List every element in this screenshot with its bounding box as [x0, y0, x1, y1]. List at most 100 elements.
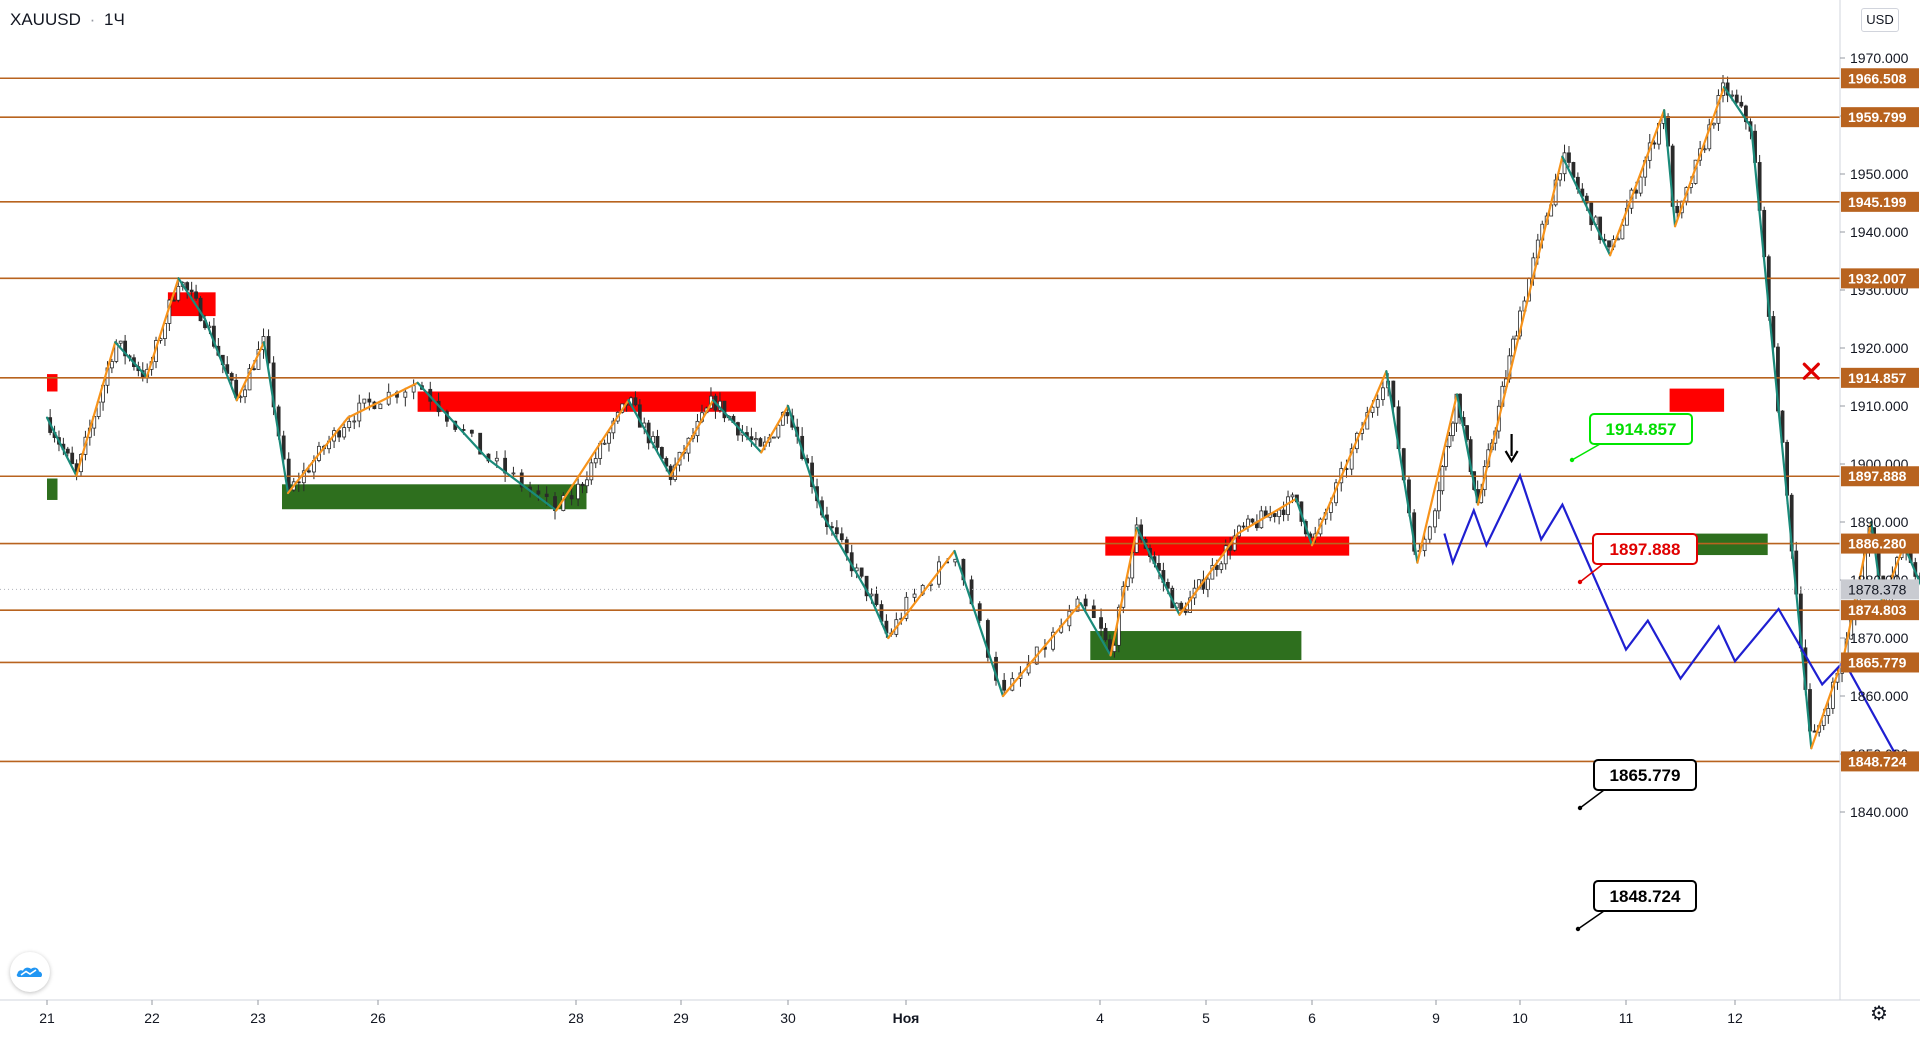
candle-body-154: [844, 539, 849, 554]
zigzag-segment-15: [711, 399, 763, 454]
candle-body-142: [785, 412, 790, 417]
candle-body-157: [859, 567, 864, 577]
zigzag-segment-25: [1135, 526, 1181, 616]
candle-body-259: [1422, 538, 1427, 552]
time-tick-label-4: 28: [568, 1010, 584, 1026]
gear-icon[interactable]: ⚙: [1870, 1003, 1888, 1025]
candle-body-190: [1099, 617, 1103, 629]
level-label-9: 1848.724: [1848, 753, 1907, 769]
level-label-3: 1932.007: [1848, 270, 1907, 286]
callout-label-2: 1865.779: [1610, 766, 1681, 785]
candle-body-140: [776, 424, 781, 438]
symbol-label[interactable]: XAUUSD: [10, 10, 81, 29]
currency-button[interactable]: USD: [1861, 8, 1899, 32]
candle-body-57: [306, 470, 311, 473]
time-tick-label-1: 22: [144, 1010, 160, 1026]
candle-body-74: [403, 391, 408, 398]
candle-body-99: [593, 458, 598, 464]
level-label-bg-5: [1841, 466, 1919, 487]
time-tick-label-6: 30: [780, 1010, 796, 1026]
candle-body-98: [589, 462, 594, 481]
zigzag-segment-3: [145, 277, 180, 379]
callout-pointer-0: [1571, 443, 1601, 461]
levels-layer: [0, 77, 1840, 763]
time-tick-label-10: 6: [1308, 1010, 1316, 1026]
candle-body-96: [580, 483, 585, 487]
candle-body-353: [1826, 708, 1831, 716]
current-price-label-bg: [1841, 579, 1919, 600]
zigzag-segment-34: [1561, 155, 1612, 257]
level-label-bg-6: [1841, 533, 1919, 554]
price-tick-label-11: 1950.000: [1850, 166, 1909, 182]
level-label-2: 1945.199: [1848, 194, 1907, 210]
time-tick-label-11: 9: [1432, 1010, 1440, 1026]
candle-body-82: [469, 429, 474, 434]
candle-body-326: [1702, 148, 1707, 151]
candle-body-350: [1812, 730, 1817, 733]
candle-body-153: [839, 533, 844, 541]
zigzag-segment-0: [45, 416, 78, 477]
candle-body-270: [1465, 425, 1469, 441]
candle-body-265: [1447, 435, 1452, 447]
zigzag-segment-16: [760, 404, 790, 454]
zigzag-segment-36: [1663, 109, 1677, 228]
candle-body-75: [411, 385, 416, 393]
candle-body-152: [834, 527, 839, 535]
candle-body-160: [874, 593, 879, 605]
candle-body-95: [576, 483, 580, 500]
candle-body-251: [1381, 387, 1385, 401]
callout-label-3: 1848.724: [1610, 887, 1681, 906]
current-price-label: 1878.378: [1848, 581, 1907, 597]
candle-body-44: [243, 389, 247, 398]
candle-body-222: [1241, 525, 1246, 528]
candle-body-139: [771, 436, 776, 439]
zigzag-segment-24: [1109, 526, 1139, 657]
tradingview-logo[interactable]: [10, 952, 50, 992]
zigzag-segment-20: [887, 549, 956, 640]
candle-body-262: [1436, 490, 1441, 512]
candle-body-91: [544, 493, 549, 497]
zigzag-segment-5: [203, 317, 238, 402]
time-axis[interactable]: 21 22 23 26 28 29 30 Ноя 4 5 6 9 10 11 12: [39, 1000, 1743, 1026]
zigzag-segment-22: [1001, 602, 1082, 698]
candle-body-49: [266, 336, 271, 364]
level-label-6: 1886.280: [1848, 536, 1907, 552]
candle-body-176: [985, 620, 990, 658]
zigzag-segment-9: [346, 381, 419, 419]
candle-body-328: [1711, 122, 1716, 126]
zigzag-segment-26: [1178, 532, 1239, 616]
candle-body-4: [65, 448, 70, 454]
candle-body-261: [1433, 510, 1437, 528]
time-tick-label-8: 4: [1096, 1010, 1104, 1026]
candle-body-53: [286, 458, 291, 491]
callout-pointer-3: [1577, 910, 1605, 930]
zigzag-segment-38: [1722, 85, 1753, 129]
zigzag-segment-2: [114, 341, 148, 379]
callout-box-1: [1592, 533, 1698, 565]
symbol-header: XAUUSD · 1Ч: [10, 10, 129, 30]
callouts-layer: 1914.857 1897.888 1865.779 1848.724: [1569, 413, 1698, 932]
zigzag-segment-44: [1902, 544, 1920, 586]
candle-body-191: [1103, 627, 1108, 641]
callout-box-2: [1593, 759, 1697, 791]
candle-body-335: [1744, 105, 1748, 123]
candle-body-231: [1281, 509, 1286, 516]
candle-body-230: [1277, 509, 1282, 518]
callout-anchor-2: [1577, 805, 1583, 811]
arrow-down-icon: [1504, 450, 1519, 464]
candle-body-245: [1349, 448, 1354, 470]
candle-body-128: [722, 400, 727, 419]
level-label-bg-4: [1841, 367, 1919, 388]
candle-body-354: [1830, 681, 1835, 709]
candle-body-83: [478, 432, 483, 455]
candle-body-260: [1427, 526, 1432, 540]
interval-label[interactable]: 1Ч: [104, 10, 125, 29]
supply-zone-0: [47, 374, 58, 392]
callout-label-0: 1914.857: [1606, 420, 1677, 439]
zigzag-segment-18: [822, 515, 872, 599]
cloud-icon: [16, 967, 43, 977]
zigzag-segment-35: [1608, 109, 1666, 257]
candle-body-90: [536, 490, 541, 495]
zigzag-segment-30: [1385, 370, 1419, 564]
